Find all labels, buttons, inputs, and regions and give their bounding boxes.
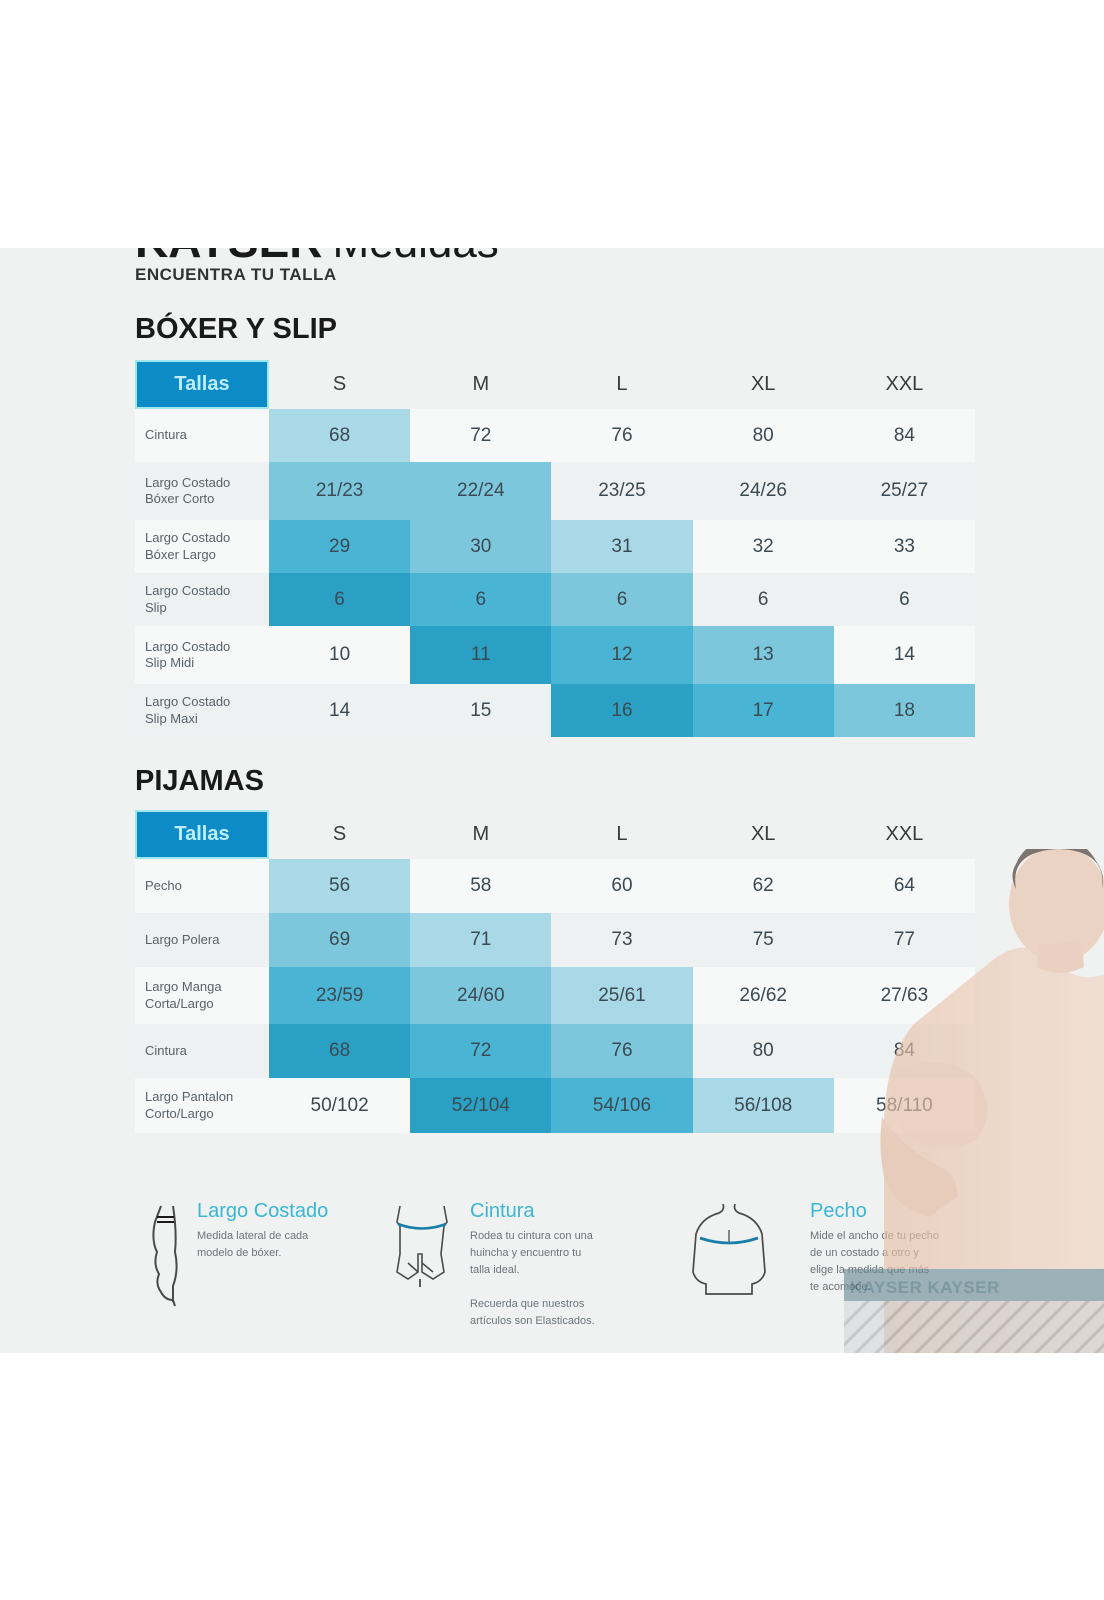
svg-text:KAYSER KAYSER: KAYSER KAYSER [850,1278,1000,1297]
